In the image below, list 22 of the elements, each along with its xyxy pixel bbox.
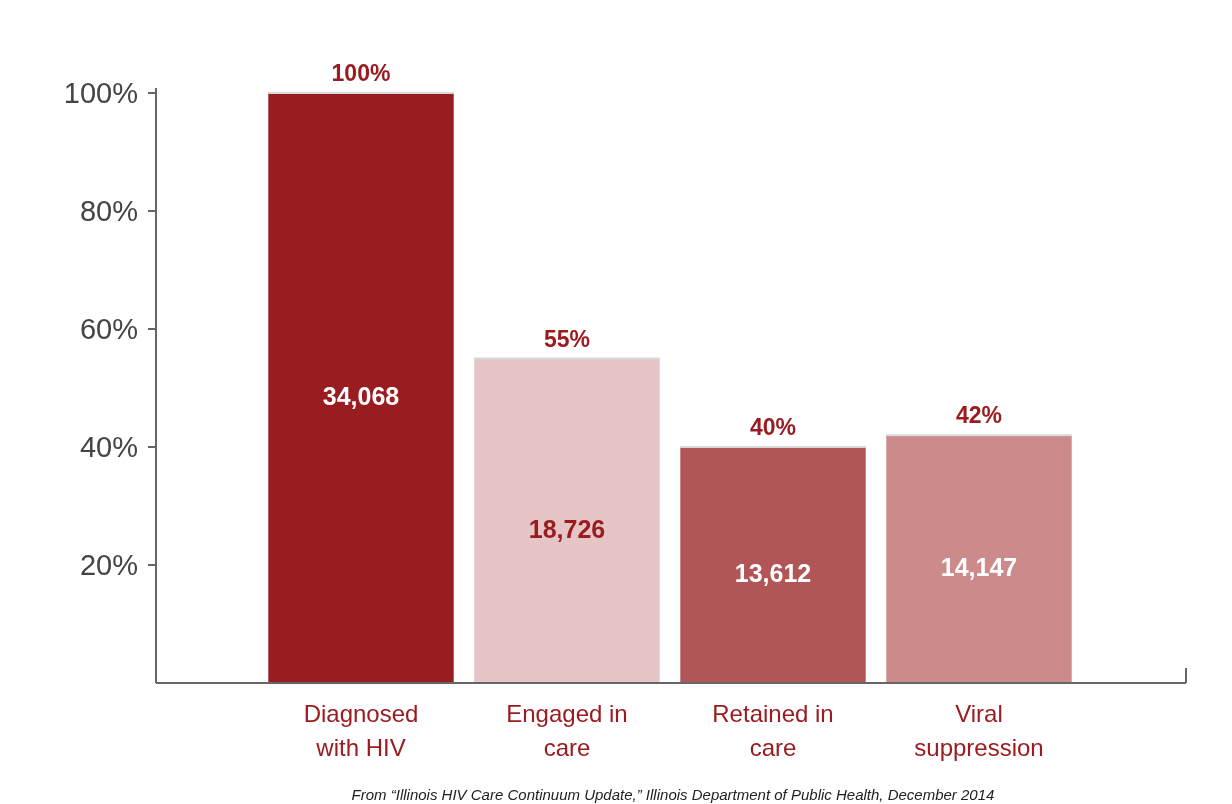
y-tick-label: 100%	[63, 77, 138, 110]
bar	[886, 435, 1072, 683]
data-label: 100%	[331, 60, 391, 86]
bar	[268, 93, 454, 683]
bar	[474, 358, 660, 683]
data-label: 40%	[749, 414, 797, 440]
text: From “Illinois HIV Care Continuum Update,” Illinois Department of Public Health, December 2014	[351, 786, 995, 803]
annotation: 14,147	[940, 552, 1018, 581]
annotation: 13,612	[734, 558, 812, 587]
y-tick-label: 20%	[79, 549, 138, 582]
data-label: 55%	[543, 325, 591, 352]
annotation: 34,068	[322, 381, 400, 410]
data-label: 42%	[955, 402, 1003, 429]
annotation: 18,726	[528, 514, 606, 543]
y-tick-label: 60%	[79, 313, 138, 346]
x-tick-label: Retained in care	[712, 700, 834, 761]
x-tick-label: Viral suppression	[914, 700, 1044, 761]
y-tick-label: 40%	[79, 431, 138, 464]
x-tick-label: Diagnosed with HIV	[303, 700, 419, 761]
x-tick-label: Engaged in care	[506, 700, 628, 761]
bar	[680, 447, 866, 683]
y-tick-label: 80%	[79, 195, 138, 228]
